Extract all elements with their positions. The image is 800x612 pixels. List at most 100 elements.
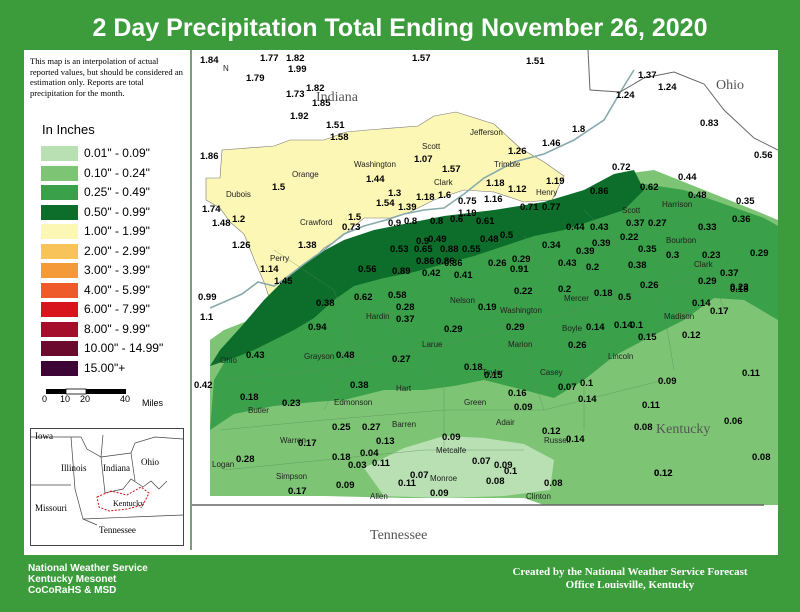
precip-value: 0.09	[430, 488, 449, 499]
precip-value: 0.15	[484, 370, 503, 381]
precip-value: 0.23	[702, 250, 721, 261]
county-label: Allen	[370, 492, 388, 501]
precip-value: 0.23	[282, 398, 301, 409]
precip-value: 1.37	[638, 70, 657, 81]
precip-value: 0.72	[612, 162, 631, 173]
precip-value: 1.82	[306, 83, 325, 94]
footer-credit-line: National Weather Service	[28, 563, 148, 574]
precip-value: 0.25	[332, 422, 351, 433]
county-label: Scott	[422, 142, 441, 151]
precip-value: 0.03	[348, 460, 367, 471]
precip-value: 0.26	[640, 280, 659, 291]
precip-value: 0.42	[194, 380, 213, 391]
precip-value: 1.45	[274, 276, 293, 287]
county-label: Barren	[392, 420, 417, 429]
precip-value: 1.19	[546, 176, 565, 187]
precip-value: 0.38	[628, 260, 647, 271]
legend-panel: This map is an interpolation of actual r…	[24, 50, 192, 550]
precip-value: 0.13	[376, 436, 395, 447]
precip-value: 0.14	[586, 322, 605, 333]
scale-tick: 0	[42, 394, 48, 404]
precip-value: 0.83	[700, 118, 719, 129]
precip-value: 1.6	[438, 190, 452, 201]
precip-value: 0.6	[450, 214, 464, 225]
precip-value: 0.26	[488, 258, 507, 269]
precip-value: 0.14	[692, 298, 711, 309]
precip-value: 0.42	[422, 268, 441, 279]
precip-value: 1.92	[290, 111, 309, 122]
precip-value: 0.28	[236, 454, 255, 465]
precip-value: 1.19	[458, 208, 477, 219]
inset-state-label: Missouri	[35, 503, 68, 513]
legend-label: 0.10" - 0.24"	[84, 165, 150, 180]
precip-value: 0.08	[544, 478, 563, 489]
county-label: Edmonson	[334, 398, 373, 407]
indiana-region	[205, 111, 565, 301]
county-label: Orange	[292, 170, 319, 179]
precip-value: 0.22	[620, 232, 639, 243]
precip-value: 0.36	[444, 258, 463, 269]
legend-swatch	[41, 224, 78, 239]
precip-value: 1.38	[298, 240, 317, 251]
precip-value: 0.29	[512, 254, 531, 265]
county-label: Metcalfe	[436, 446, 467, 455]
legend-swatch	[41, 321, 78, 337]
legend-swatch	[41, 146, 78, 161]
map-title: 2 Day Precipitation Total Ending Novembe…	[92, 14, 708, 42]
county-label: Hart	[396, 384, 412, 393]
county-label: Washington	[500, 306, 542, 315]
precip-value: 0.48	[688, 190, 707, 201]
precip-value: 1.18	[486, 178, 505, 189]
precip-value: 0.17	[288, 486, 307, 497]
legend-label: 6.00" - 7.99"	[84, 302, 150, 316]
precip-value: 1.99	[288, 64, 307, 75]
map-svg	[190, 50, 778, 555]
precip-value: 1.73	[286, 89, 305, 100]
precip-value: 1.26	[508, 146, 527, 157]
precip-value: 0.88	[440, 244, 459, 255]
county-label: Washington	[354, 160, 396, 169]
county-label: Clark	[434, 178, 453, 187]
county-label: Jefferson	[470, 128, 503, 137]
precip-value: 1.39	[398, 202, 417, 213]
precip-value: 1.79	[246, 73, 265, 84]
precip-value: 1.51	[326, 120, 345, 131]
county-label: Grayson	[304, 352, 335, 361]
precip-value: 0.18	[730, 284, 749, 295]
ohio-boundary	[587, 50, 778, 151]
precip-value: 1.18	[416, 192, 435, 203]
tennessee-label: Tennessee	[370, 528, 428, 543]
precip-value: 1.82	[286, 53, 305, 64]
precip-value: 0.12	[654, 468, 673, 479]
inset-state-label: Tennessee	[99, 525, 136, 535]
legend-swatch	[41, 341, 78, 356]
county-label: Clark	[694, 260, 713, 269]
precip-value: 1.86	[200, 151, 219, 162]
precip-value: 0.18	[332, 452, 351, 463]
scale-unit: Miles	[142, 398, 164, 408]
county-label: Harrison	[662, 200, 693, 209]
precip-value: 0.19	[478, 302, 497, 313]
precip-value: 0.37	[396, 314, 415, 325]
precip-value: 0.1	[504, 466, 518, 477]
precip-value: 0.37	[720, 268, 739, 279]
precip-value: 0.26	[568, 340, 587, 351]
precip-value: 0.11	[372, 458, 390, 469]
legend-swatch	[41, 185, 78, 200]
scale-tick: 20	[80, 394, 91, 404]
precip-value: 0.29	[750, 248, 769, 259]
precip-value: 0.55	[462, 244, 481, 255]
precip-value: 0.1	[630, 320, 644, 331]
map-disclaimer: This map is an interpolation of actual r…	[30, 56, 183, 98]
precip-value: 1.24	[616, 90, 635, 101]
precip-value: 0.48	[336, 350, 355, 361]
precip-value: 0.86	[590, 186, 609, 197]
precip-value: 0.61	[476, 216, 495, 227]
county-label: Marion	[508, 340, 533, 349]
precip-value: 0.44	[678, 172, 697, 183]
legend-swatch	[41, 165, 78, 181]
precip-value: 0.09	[442, 432, 461, 443]
inset-state-label: Kentucky	[113, 499, 145, 508]
county-label: Green	[464, 398, 487, 407]
precip-value: 0.29	[444, 324, 463, 335]
